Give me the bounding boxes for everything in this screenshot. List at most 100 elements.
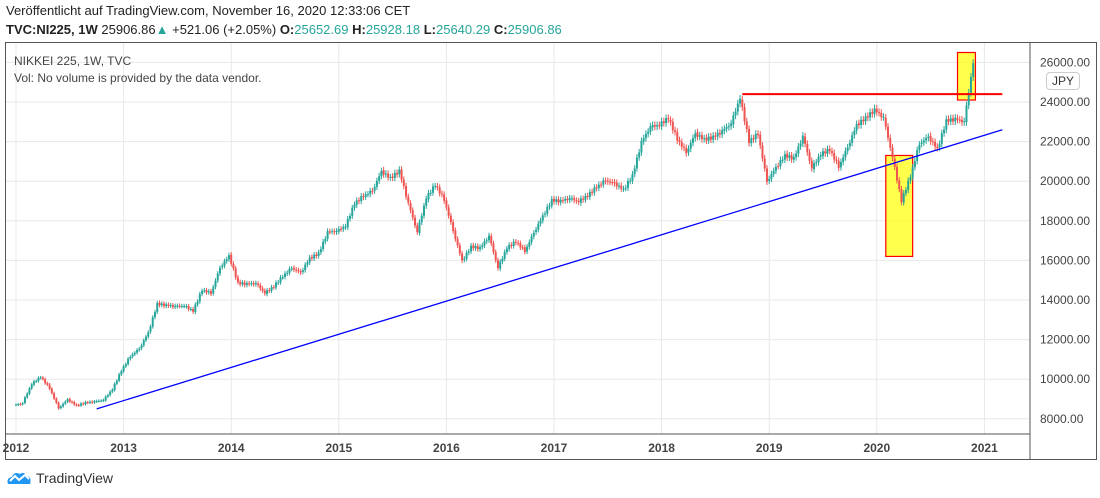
candle-body xyxy=(786,153,789,158)
cloud-icon xyxy=(7,472,31,484)
candle-body xyxy=(32,381,35,385)
candle-body xyxy=(68,399,71,402)
candle-body xyxy=(178,305,181,307)
y-tick-label: 18000.00 xyxy=(1040,214,1090,228)
candle-body xyxy=(223,261,226,266)
candle-body xyxy=(138,348,141,350)
candle-body xyxy=(819,155,822,157)
candle-body xyxy=(573,198,576,201)
candle-body xyxy=(425,198,428,206)
candle-body xyxy=(851,135,854,143)
candle-body xyxy=(290,268,293,270)
candle-body xyxy=(584,195,587,200)
candle-body xyxy=(947,119,950,122)
candle-body xyxy=(429,192,432,194)
candle-body xyxy=(411,210,414,218)
candle-body xyxy=(853,130,856,136)
candle-body xyxy=(95,401,98,403)
candle-body xyxy=(275,282,278,288)
candle-body xyxy=(730,123,733,127)
candle-body xyxy=(449,215,452,223)
candle-body xyxy=(799,143,802,147)
candle-body xyxy=(113,383,116,391)
candle-body xyxy=(561,200,564,202)
candle-body xyxy=(205,290,208,293)
candle-body xyxy=(913,161,916,168)
candle-body xyxy=(149,326,152,332)
candle-body xyxy=(779,160,782,167)
candle-body xyxy=(806,143,809,153)
candle-body xyxy=(638,152,641,158)
candle-body xyxy=(647,131,650,134)
highlight-box xyxy=(885,154,914,258)
candle-body xyxy=(301,270,304,272)
candle-body xyxy=(192,309,195,312)
candle-body xyxy=(822,151,824,156)
candle-body xyxy=(857,123,860,126)
candle-body xyxy=(788,155,791,158)
candle-body xyxy=(869,112,872,118)
candle-body xyxy=(642,138,645,142)
candle-body xyxy=(393,172,396,178)
candle-body xyxy=(875,108,878,113)
candle-body xyxy=(553,198,555,202)
candle-body xyxy=(622,188,625,190)
candle-body xyxy=(118,374,121,381)
candle-body xyxy=(499,261,502,269)
candle-body xyxy=(252,283,255,285)
candle-body xyxy=(925,137,928,141)
candle-body xyxy=(526,246,529,252)
x-tick-label: 2020 xyxy=(863,441,890,455)
candle-body xyxy=(225,259,228,262)
candle-body xyxy=(37,377,40,382)
candle-body xyxy=(703,138,706,140)
y-tick-label: 20000.00 xyxy=(1040,174,1090,188)
candle-body xyxy=(671,121,674,131)
candle-body xyxy=(718,132,721,135)
candle-body xyxy=(909,177,912,181)
candle-body xyxy=(355,200,358,205)
candle-body xyxy=(880,112,883,118)
candle-body xyxy=(734,111,737,116)
candle-body xyxy=(759,134,762,146)
candle-body xyxy=(218,267,221,274)
candle-body xyxy=(261,288,264,291)
candle-body xyxy=(279,277,282,283)
candle-body xyxy=(656,125,659,127)
candle-body xyxy=(82,403,85,405)
candle-body xyxy=(351,207,354,217)
candle-body xyxy=(676,131,679,141)
candle-body xyxy=(700,135,703,140)
candle-body xyxy=(19,404,22,406)
candle-body xyxy=(189,309,192,311)
candle-body xyxy=(324,238,327,242)
candle-body xyxy=(487,235,490,241)
candle-body xyxy=(35,381,38,383)
candle-body xyxy=(591,191,594,193)
candle-body xyxy=(360,196,363,202)
candle-body xyxy=(322,241,325,249)
currency-badge[interactable]: JPY xyxy=(1046,72,1081,90)
candle-body xyxy=(344,226,347,228)
candle-body xyxy=(384,173,387,175)
candle-body xyxy=(958,119,961,121)
candle-body xyxy=(248,283,251,285)
candle-body xyxy=(147,332,150,337)
candle-body xyxy=(496,260,499,269)
candle-body xyxy=(505,248,508,253)
candle-body xyxy=(169,305,172,307)
candle-body xyxy=(131,354,134,357)
candle-body xyxy=(644,133,647,139)
candle-body xyxy=(366,194,369,196)
candle-body xyxy=(698,135,701,137)
candle-body xyxy=(972,63,975,78)
candle-body xyxy=(539,220,542,224)
candle-body xyxy=(662,121,665,124)
candle-body xyxy=(91,401,94,403)
candle-body xyxy=(801,135,804,144)
candle-body xyxy=(570,198,573,200)
candle-body xyxy=(878,112,881,114)
candle-body xyxy=(319,248,322,253)
tradingview-logo[interactable]: TradingView xyxy=(6,470,113,486)
